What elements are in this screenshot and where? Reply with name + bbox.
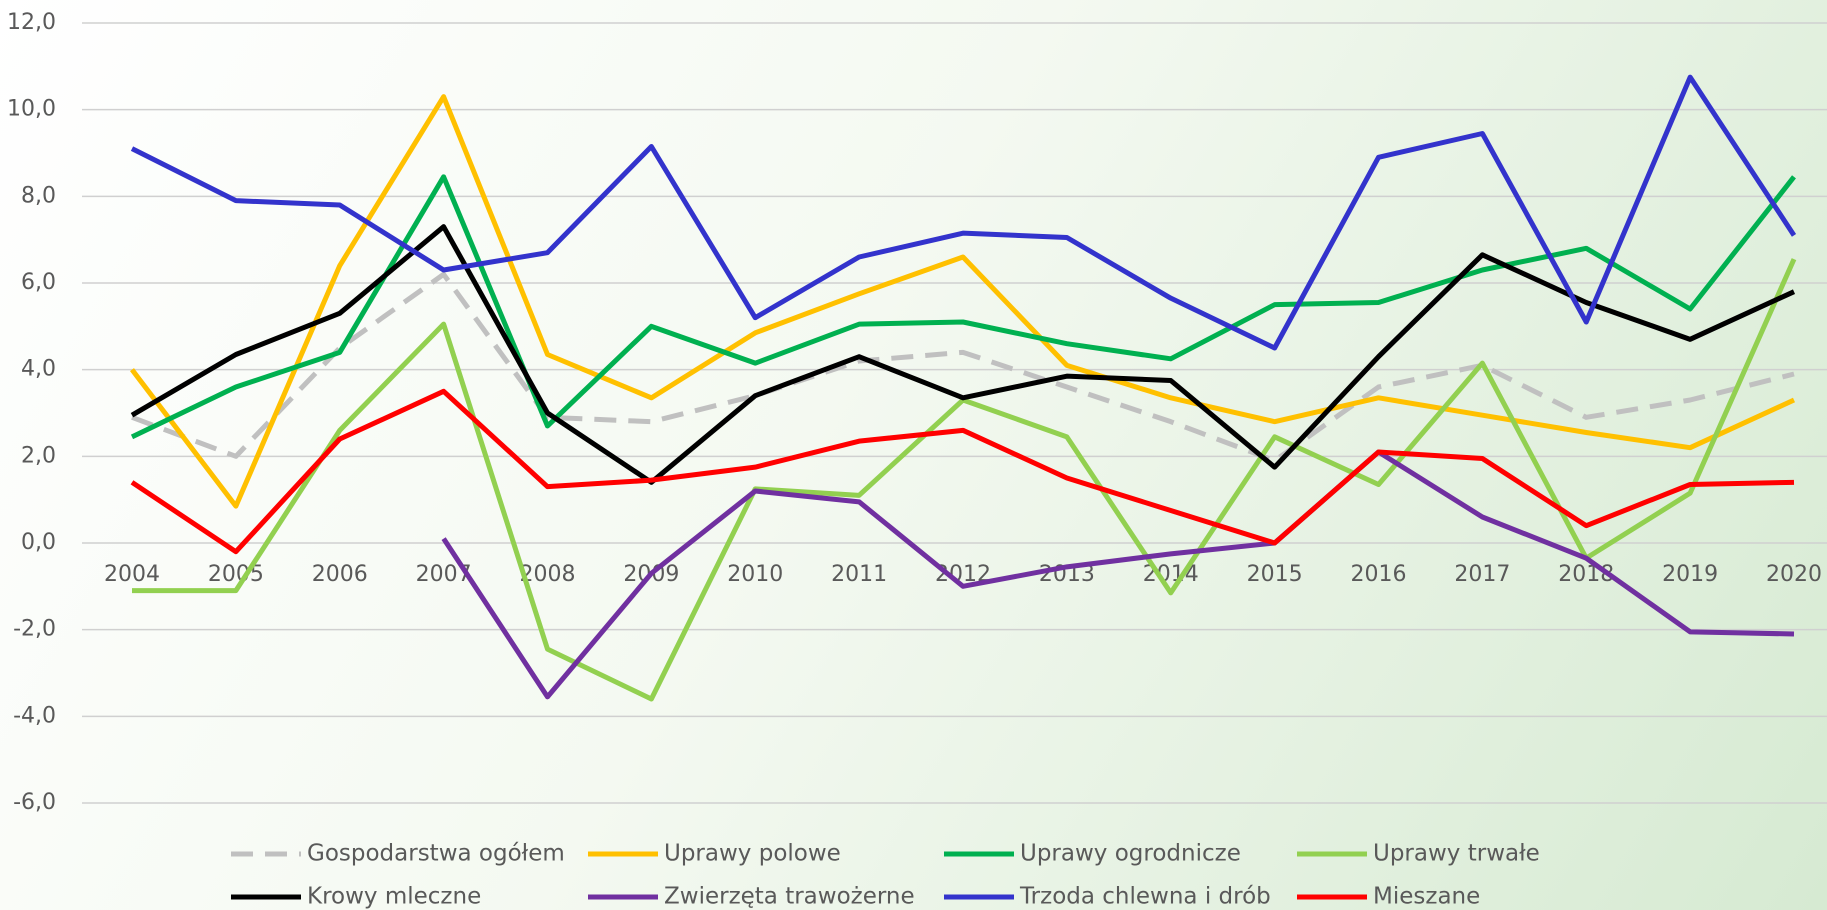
y-tick-label: -2,0 xyxy=(13,617,56,642)
series-line xyxy=(130,388,1795,555)
series-line xyxy=(130,94,1796,509)
legend-label: Trzoda chlewna i drób xyxy=(1019,884,1271,910)
y-tick-label: 6,0 xyxy=(21,270,56,295)
legend-label: Zwierzęta trawożerne xyxy=(664,884,915,910)
legend-label: Uprawy trwałe xyxy=(1373,841,1540,867)
series-line xyxy=(130,224,1796,485)
x-tick-label: 2019 xyxy=(1662,562,1718,587)
x-tick-label: 2006 xyxy=(312,562,368,587)
legend-label: Gospodarstwa ogółem xyxy=(307,841,565,867)
x-tick-label: 2016 xyxy=(1351,562,1407,587)
x-tick-label: 2010 xyxy=(727,562,783,587)
y-tick-label: 12,0 xyxy=(7,10,56,35)
x-tick-label: 2015 xyxy=(1247,562,1303,587)
series-line xyxy=(132,258,1797,702)
series-line xyxy=(131,271,1795,464)
y-tick-label: 10,0 xyxy=(7,97,56,122)
legend-label: Krowy mleczne xyxy=(307,884,481,910)
x-tick-label: 2005 xyxy=(208,562,264,587)
legend-label: Mieszane xyxy=(1373,884,1480,910)
series-line xyxy=(130,74,1797,351)
x-tick-label: 2020 xyxy=(1766,562,1822,587)
y-tick-label: 0,0 xyxy=(21,530,56,555)
x-tick-label: 2017 xyxy=(1454,562,1510,587)
legend-label: Uprawy polowe xyxy=(664,841,841,867)
x-tick-label: 2011 xyxy=(831,562,887,587)
y-tick-label: 8,0 xyxy=(21,183,56,208)
legend-label: Uprawy ogrodnicze xyxy=(1020,841,1241,867)
x-tick-label: 2004 xyxy=(104,562,160,587)
y-tick-label: 2,0 xyxy=(21,443,56,468)
series-line xyxy=(441,449,1795,700)
y-tick-label: -6,0 xyxy=(13,790,56,815)
y-tick-label: -4,0 xyxy=(13,703,56,728)
y-tick-label: 4,0 xyxy=(21,357,56,382)
x-tick-label: 2018 xyxy=(1558,562,1614,587)
series-line xyxy=(130,174,1796,440)
